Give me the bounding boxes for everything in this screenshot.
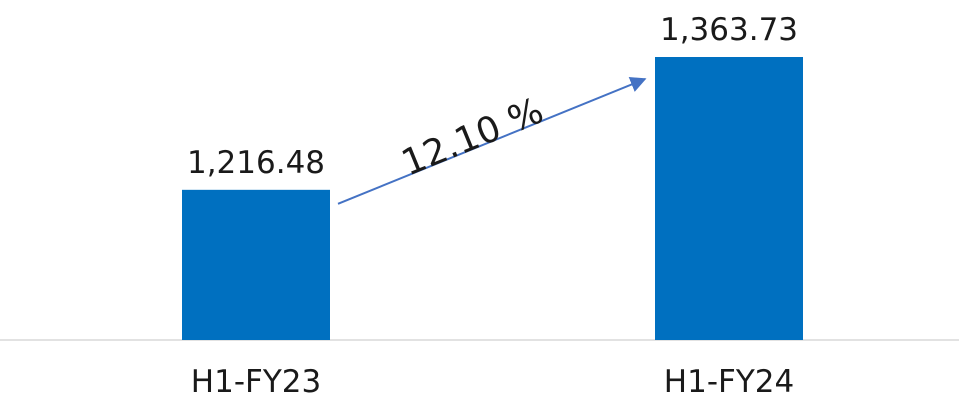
category-label-h1-fy23: H1-FY23	[191, 364, 321, 400]
value-label-h1-fy23: 1,216.48	[187, 145, 325, 181]
value-label-h1-fy24: 1,363.73	[660, 12, 798, 48]
bar-h1-fy24	[655, 57, 803, 340]
bar-h1-fy23	[182, 189, 330, 340]
category-label-h1-fy24: H1-FY24	[664, 364, 794, 400]
growth-arrow	[337, 77, 647, 205]
growth-annotation-label: 12.10 %	[396, 90, 549, 184]
